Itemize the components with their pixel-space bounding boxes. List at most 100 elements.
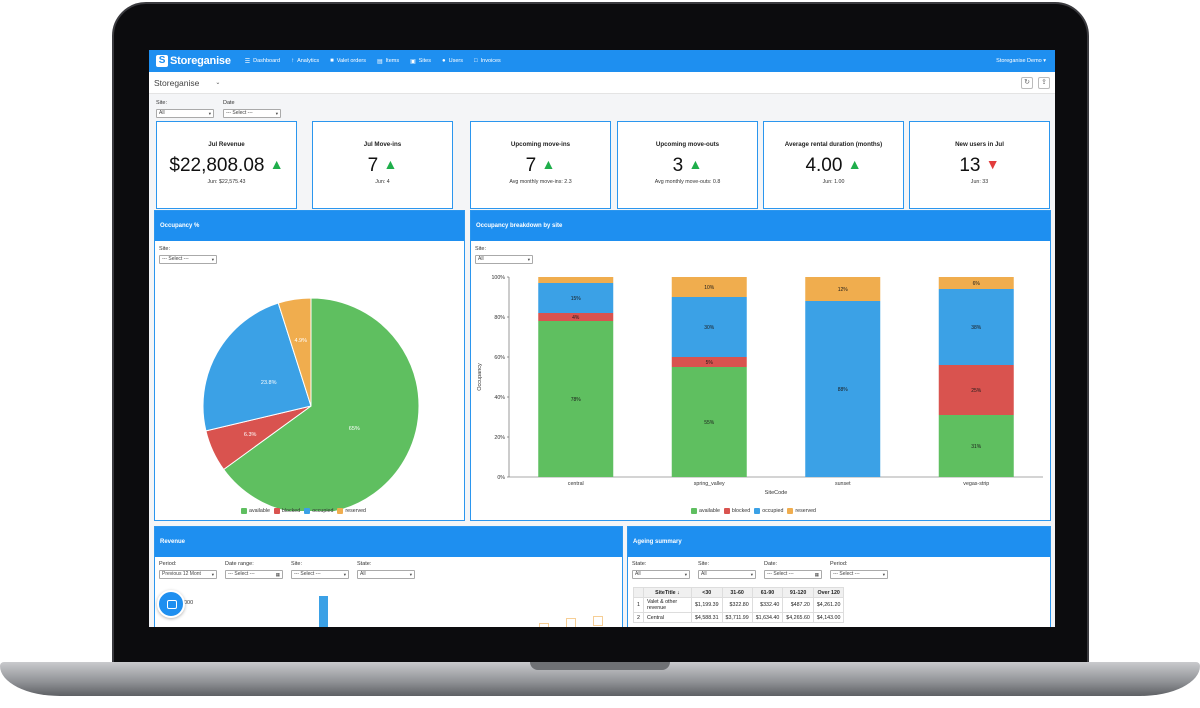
legend-swatch-reserved[interactable]: [337, 508, 344, 514]
table-row[interactable]: 2 Central $4,588.31 $3,711.99 $1,634.40 $4,26…: [633, 612, 845, 623]
row-number: 2: [633, 612, 644, 623]
calendar-icon: ▦: [814, 572, 819, 577]
revenue-period-select[interactable]: Previous 12 Mont ▾: [159, 570, 217, 579]
revenue-site-select[interactable]: --- Select --- ▾: [291, 570, 349, 579]
column-header[interactable]: 31-60: [721, 587, 753, 598]
nav-item-sites[interactable]: ▣ Sites: [410, 58, 431, 65]
date-filter-select[interactable]: --- Select --- ▾: [223, 109, 281, 118]
column-header[interactable]: Over 120: [812, 587, 845, 598]
column-header[interactable]: 91-120: [782, 587, 814, 598]
chevron-down-icon[interactable]: ⌄: [215, 80, 221, 86]
legend-swatch-available[interactable]: [241, 508, 247, 514]
sub-header: Storeganise ⌄: [149, 72, 1055, 94]
breakdown-bar-chart: 0% 20% 40% 60% 80% 100% Occupancy SiteCode 78% 4%…: [477, 275, 1043, 496]
kpi-title: Jul Move-ins: [363, 141, 402, 148]
revenue-state-select[interactable]: All ▾: [357, 570, 415, 579]
kpi-subtext: Avg monthly move-ins: 2.3: [509, 179, 572, 185]
nav-item-items[interactable]: ▤ Items: [377, 58, 399, 65]
bar-value-label: 12%: [838, 287, 849, 293]
nav-item-valet-orders[interactable]: ■ Valet orders: [330, 58, 366, 65]
legend-swatch-reserved[interactable]: [787, 508, 794, 514]
ageing-table: SiteTitle ↓ <30 31-60 61-90 91-120 Over 120 1 V…: [633, 587, 845, 623]
breakdown-site-label: Site:: [475, 246, 487, 252]
caret-icon: ▾: [750, 572, 753, 577]
revenue-date-select[interactable]: --- Select --- ▦: [225, 570, 283, 579]
pie-slice-label: 65%: [349, 426, 360, 432]
brand-logo[interactable]: S Storeganise: [156, 55, 231, 67]
bar-central-available[interactable]: [538, 321, 614, 477]
nav-item-users[interactable]: ● Users: [442, 58, 463, 65]
kpi-value: 3: [672, 155, 684, 176]
kpi-value-row: 7 ▲: [471, 155, 610, 177]
ageing-date-label: Date:: [764, 561, 778, 567]
analytics-icon: ↑: [291, 58, 295, 64]
account-menu[interactable]: Storeganise Demo ▾: [996, 58, 1046, 64]
column-header[interactable]: 61-90: [751, 587, 784, 598]
refresh-button[interactable]: ↻: [1021, 77, 1033, 89]
site-title-cell: Valet & other revenue: [642, 597, 692, 613]
legend-swatch-occupied[interactable]: [304, 508, 311, 514]
bar-spring_valley-blocked[interactable]: [671, 357, 747, 367]
table-row[interactable]: 1 Valet & other revenue $1,199.39 $322.80 $3…: [633, 597, 845, 613]
laptop-notch: [530, 662, 670, 670]
bar-spring_valley-available[interactable]: [671, 367, 747, 477]
column-header[interactable]: SiteTitle ↓: [642, 587, 692, 598]
site-title-cell: Central: [642, 612, 692, 623]
bar-central-reserved[interactable]: [538, 277, 614, 283]
legend-label: occupied: [762, 508, 784, 514]
kpi-card: Upcoming move-ins 7 ▲ Avg monthly move-ins…: [470, 121, 611, 209]
trend-down-icon: ▼: [985, 156, 1000, 172]
chat-button[interactable]: [157, 590, 185, 618]
ageing-period-select[interactable]: --- Select --- ▾: [830, 570, 888, 579]
legend-swatch-blocked[interactable]: [723, 508, 730, 514]
pie-slice-occupied[interactable]: [202, 302, 312, 432]
y-tick-label: 100%: [491, 275, 505, 281]
date-filter-label: Date: [223, 100, 235, 106]
ageing-state-label: State:: [632, 561, 647, 567]
truck-icon: ■: [330, 58, 334, 64]
y-tick-label: 20%: [494, 435, 505, 441]
legend-swatch-blocked[interactable]: [273, 508, 280, 514]
bar-spring_valley-occupied[interactable]: [671, 297, 747, 357]
pie-slice-reserved[interactable]: [277, 297, 312, 407]
bar-value-label: 4%: [572, 315, 580, 321]
amount-cell: $322.80: [721, 597, 753, 613]
bar-central-blocked[interactable]: [538, 313, 614, 321]
breakdown-site-select[interactable]: All ▾: [475, 255, 533, 264]
export-button[interactable]: ⇪: [1038, 77, 1050, 89]
bar-spring_valley-reserved[interactable]: [671, 277, 747, 297]
bar-vegas-strip-blocked[interactable]: [938, 365, 1014, 415]
pie-slice-available[interactable]: [222, 297, 420, 511]
nav-item-invoices[interactable]: □ Invoices: [474, 58, 501, 65]
ageing-site-select[interactable]: All ▾: [698, 570, 756, 579]
row-number: 1: [633, 597, 644, 613]
nav-item-analytics[interactable]: ↑ Analytics: [291, 58, 319, 65]
nav-item-dashboard[interactable]: ☰ Dashboard: [245, 58, 280, 65]
kpi-card: Jul Move-ins 7 ▲ Jun: 4: [312, 121, 453, 209]
bar-central-occupied[interactable]: [538, 283, 614, 313]
revenue-date-label: Date range:: [225, 561, 254, 567]
legend-swatch-occupied[interactable]: [754, 508, 761, 514]
column-header[interactable]: <30: [690, 587, 723, 598]
bar-vegas-strip-occupied[interactable]: [938, 289, 1014, 365]
top-nav: S Storeganise ☰ Dashboard ↑ Analytics ■ Valet …: [149, 50, 1055, 72]
org-title[interactable]: Storeganise: [154, 77, 200, 88]
amount-cell: $1,199.39: [690, 597, 723, 613]
breakdown-site-value: All: [478, 256, 484, 262]
ageing-state-select[interactable]: All ▾: [632, 570, 690, 579]
trend-up-icon: ▲: [269, 156, 284, 172]
bar-vegas-strip-available[interactable]: [938, 415, 1014, 477]
occupancy-site-select[interactable]: --- Select --- ▾: [159, 255, 217, 264]
ageing-panel: Ageing summary State: All ▾ Site: All ▾ Da…: [627, 526, 1051, 627]
legend-swatch-available[interactable]: [691, 508, 697, 514]
x-tick-label: central: [568, 481, 584, 487]
x-axis-label: SiteCode: [765, 490, 788, 496]
bar-vegas-strip-reserved[interactable]: [938, 277, 1014, 289]
site-filter-select[interactable]: All ▾: [156, 109, 214, 118]
kpi-card: Upcoming move-outs 3 ▲ Avg monthly move-ou…: [617, 121, 758, 209]
ageing-date-select[interactable]: --- Select --- ▦: [764, 570, 822, 579]
bar-sunset-reserved[interactable]: [805, 277, 881, 301]
bar-sunset-occupied[interactable]: [805, 301, 881, 477]
dashboard-icon: ☰: [244, 58, 251, 65]
refresh-icon: ↻: [1024, 79, 1030, 86]
